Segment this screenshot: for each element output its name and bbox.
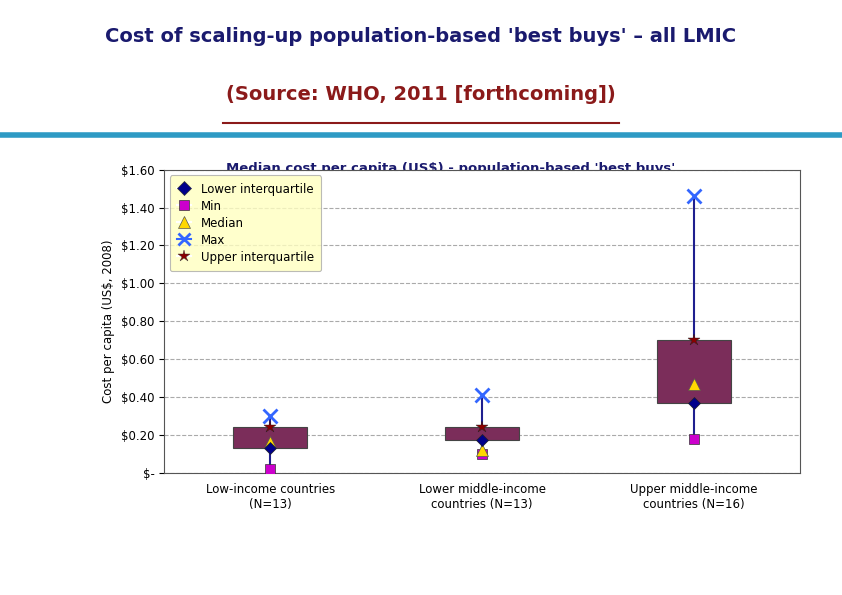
Text: 19: 19 (21, 545, 42, 560)
Y-axis label: Cost per capita (US$, 2008): Cost per capita (US$, 2008) (102, 240, 115, 403)
Text: (Source: WHO, 2011 [forthcoming]): (Source: WHO, 2011 [forthcoming]) (226, 84, 616, 104)
Bar (657, 340, 731, 403)
Bar (233, 427, 307, 449)
Legend: Lower interquartile, Min, Median, Max, Upper interquartile: Lower interquartile, Min, Median, Max, U… (170, 176, 321, 271)
Text: Cost of scaling-up population-based 'best buys' – all LMIC: Cost of scaling-up population-based 'bes… (105, 27, 737, 46)
Text: Better Financing for Better Health: Better Financing for Better Health (152, 565, 353, 578)
Text: Department of Health Systems Financing: Department of Health Systems Financing (131, 538, 375, 551)
Bar (445, 427, 520, 440)
Text: Median cost per capita (US$) - population-based 'best buys': Median cost per capita (US$) - populatio… (226, 162, 675, 176)
Text: World Health
Organization: World Health Organization (674, 536, 786, 569)
